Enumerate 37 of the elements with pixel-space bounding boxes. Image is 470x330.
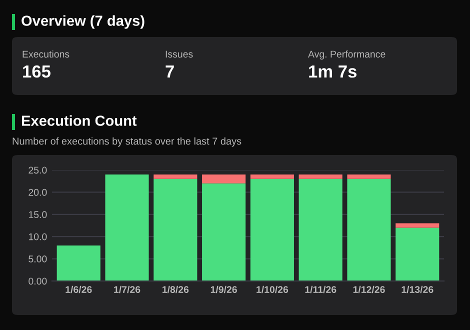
y-tick-label: 5.00: [28, 256, 47, 262]
x-tick-label: 1/13/26: [402, 286, 434, 294]
x-tick-label: 1/9/26: [210, 286, 237, 294]
text: 165: [23, 65, 50, 78]
bar: [154, 174, 198, 179]
y-tick-label: 15.0: [28, 211, 47, 218]
bar: [298, 174, 342, 179]
bar: [347, 174, 391, 179]
bar: [56, 245, 100, 281]
x-tick-label: 1/11/26: [305, 286, 336, 294]
x-tick-label: 1/8/26: [162, 286, 189, 294]
y-tick-label: 10.0: [28, 233, 47, 240]
text: Issues: [166, 50, 193, 58]
bar: [105, 174, 149, 281]
bar: [154, 178, 198, 281]
text: 1m 7s: [309, 66, 357, 78]
bar: [396, 228, 440, 281]
text: Avg. Performance: [308, 50, 386, 60]
bar: [202, 174, 246, 184]
text: Executions: [22, 50, 70, 58]
y-tick-label: 20.0: [28, 188, 47, 196]
x-tick-label: 1/7/26: [114, 286, 140, 294]
y-tick-label: 25.0: [28, 166, 47, 174]
bar: [250, 174, 294, 179]
x-tick-label: 1/10/26: [256, 286, 288, 294]
bar: [347, 178, 391, 281]
bar: [396, 223, 440, 228]
chart-title: Execution Count: [22, 115, 137, 126]
bar: [250, 178, 294, 281]
bar: [202, 183, 246, 281]
y-tick-label: 0.00: [28, 278, 47, 285]
bar: [298, 178, 342, 281]
chart-subtitle: Number of executions by status over the last 7 days: [12, 137, 242, 147]
x-tick-label: 1/6/26: [66, 286, 92, 294]
x-tick-label: 1/12/26: [353, 286, 385, 294]
text: Overview (7 days): [22, 15, 144, 29]
text: 7: [166, 66, 174, 78]
